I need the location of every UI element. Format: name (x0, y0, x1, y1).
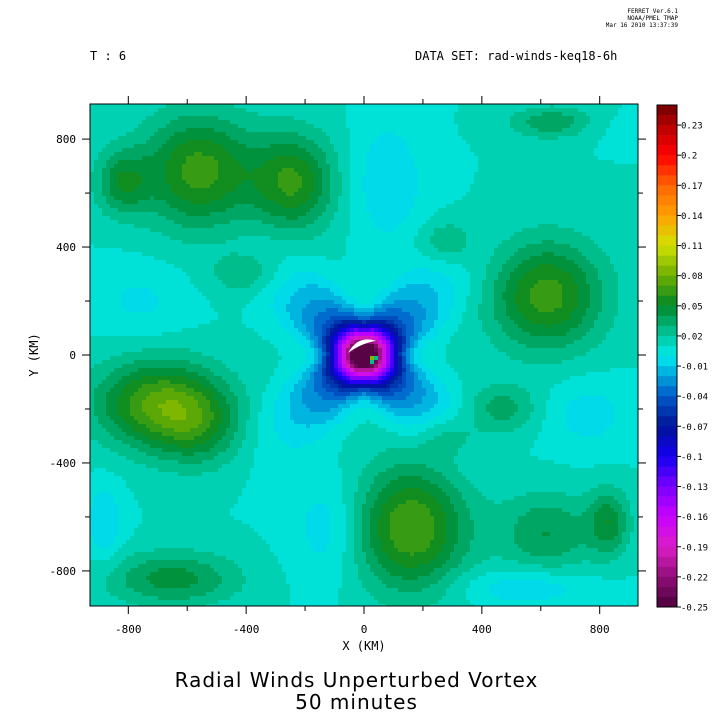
colorbar-label: -0.25 (681, 604, 708, 614)
x-tick-label: 400 (472, 623, 492, 636)
colorbar: 0.23 0.2 0.17 0.14 0.11 0.08 0.05 0.02 -0.01 -0.0… (657, 105, 708, 614)
colorbar-label: -0.19 (681, 543, 708, 553)
colorbar-segment (657, 236, 677, 246)
colorbar-segment (657, 416, 677, 426)
colorbar-segment (657, 306, 677, 316)
colorbar-segment (657, 115, 677, 125)
colorbar-segment (657, 547, 677, 557)
colorbar-segment (657, 296, 677, 306)
colorbar-segment (657, 476, 677, 486)
colorbar-segment (657, 135, 677, 145)
colorbar-label: -0.16 (681, 513, 708, 523)
colorbar-segment (657, 406, 677, 416)
colorbar-segment (657, 286, 677, 296)
colorbar-label: 0.08 (681, 272, 703, 282)
colorbar-segment (657, 386, 677, 396)
y-tick-label: -400 (50, 457, 77, 470)
colorbar-segment (657, 497, 677, 507)
colorbar-segment (657, 165, 677, 175)
colorbar-label: -0.1 (681, 453, 703, 463)
colorbar-label: 0.02 (681, 332, 703, 342)
y-axis-label: Y (KM) (27, 333, 41, 376)
colorbar-label: 0.05 (681, 302, 703, 312)
colorbar-label: 0.17 (681, 182, 703, 192)
contour-field (90, 104, 638, 606)
colorbar-segment (657, 426, 677, 436)
colorbar-segment (657, 276, 677, 286)
colorbar-segment (657, 256, 677, 266)
y-tick-label: 800 (56, 133, 76, 146)
colorbar-segment (657, 487, 677, 497)
colorbar-label: 0.23 (681, 122, 703, 132)
colorbar-segment (657, 396, 677, 406)
colorbar-segment (657, 336, 677, 346)
colorbar-segment (657, 145, 677, 155)
colorbar-segment (657, 557, 677, 567)
chart-title: Radial Winds Unperturbed Vortex (0, 668, 713, 692)
colorbar-label: 0.14 (681, 212, 703, 222)
colorbar-segment (657, 537, 677, 547)
x-tick-label: -800 (115, 623, 142, 636)
colorbar-segment (657, 155, 677, 165)
colorbar-segment (657, 366, 677, 376)
x-axis-label: X (KM) (342, 639, 385, 653)
x-tick-label: 0 (361, 623, 368, 636)
colorbar-label: -0.07 (681, 423, 708, 433)
colorbar-segment (657, 266, 677, 276)
colorbar-segment (657, 587, 677, 597)
colorbar-segment (657, 205, 677, 215)
colorbar-segment (657, 436, 677, 446)
colorbar-segment (657, 466, 677, 476)
y-tick-label: -800 (50, 565, 77, 578)
colorbar-segment (657, 316, 677, 326)
colorbar-segment (657, 376, 677, 386)
x-tick-label: 800 (590, 623, 610, 636)
colorbar-segment (657, 507, 677, 517)
colorbar-segment (657, 346, 677, 356)
colorbar-label: -0.04 (681, 393, 708, 403)
y-tick-label: 0 (69, 349, 76, 362)
colorbar-segment (657, 456, 677, 466)
colorbar-segment (657, 175, 677, 185)
colorbar-label: -0.01 (681, 363, 708, 373)
colorbar-segment (657, 567, 677, 577)
colorbar-segment (657, 246, 677, 256)
colorbar-segment (657, 517, 677, 527)
colorbar-segment (657, 225, 677, 235)
colorbar-segment (657, 185, 677, 195)
colorbar-segment (657, 597, 677, 607)
colorbar-segment (657, 527, 677, 537)
colorbar-segment (657, 105, 677, 115)
colorbar-segment (657, 577, 677, 587)
colorbar-label: -0.22 (681, 573, 708, 583)
chart-subtitle: 50 minutes (0, 690, 713, 714)
colorbar-label: 0.2 (681, 152, 697, 162)
colorbar-label: -0.13 (681, 483, 708, 493)
colorbar-segment (657, 446, 677, 456)
colorbar-segment (657, 326, 677, 336)
colorbar-label: 0.11 (681, 242, 703, 252)
colorbar-segment (657, 195, 677, 205)
colorbar-segment (657, 215, 677, 225)
x-tick-label: -400 (233, 623, 260, 636)
y-tick-label: 400 (56, 241, 76, 254)
colorbar-segment (657, 356, 677, 366)
colorbar-segment (657, 125, 677, 135)
